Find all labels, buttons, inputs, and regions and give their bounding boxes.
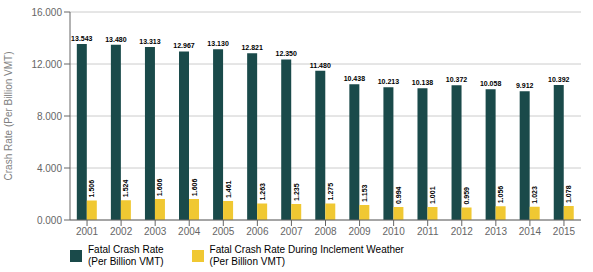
svg-text:2002: 2002: [110, 226, 133, 237]
svg-text:2008: 2008: [314, 226, 337, 237]
svg-text:13.480: 13.480: [105, 36, 127, 43]
svg-text:10.372: 10.372: [446, 76, 468, 83]
svg-text:12.000: 12.000: [31, 59, 62, 70]
svg-text:8.000: 8.000: [37, 111, 62, 122]
svg-text:2015: 2015: [553, 226, 576, 237]
svg-text:4.000: 4.000: [37, 163, 62, 174]
svg-text:1.056: 1.056: [497, 186, 504, 204]
svg-text:12.350: 12.350: [276, 50, 298, 57]
svg-text:1.263: 1.263: [259, 183, 266, 201]
svg-text:13.543: 13.543: [71, 35, 93, 42]
svg-text:10.213: 10.213: [378, 78, 400, 85]
html-text:Fatal Crash Rate (Per Billion: Fatal Crash Rate (Per Billion VMT): [88, 244, 164, 267]
svg-text:1.606: 1.606: [191, 178, 198, 196]
svg-text:13.313: 13.313: [139, 38, 161, 45]
svg-text:2013: 2013: [485, 226, 508, 237]
svg-text:2011: 2011: [417, 226, 439, 237]
svg-text:1.001: 1.001: [429, 186, 436, 204]
svg-text:13.130: 13.130: [207, 40, 229, 47]
svg-text:2006: 2006: [246, 226, 269, 237]
svg-text:Crash Rate (Per Billion VMT): Crash Rate (Per Billion VMT): [8, 52, 14, 181]
svg-text:1.153: 1.153: [361, 184, 368, 202]
svg-text:9.912: 9.912: [516, 82, 534, 89]
svg-text:1.023: 1.023: [531, 186, 538, 204]
svg-text:11.480: 11.480: [310, 62, 331, 69]
svg-text:0.959: 0.959: [463, 187, 470, 205]
html-text:Fatal Crash Rate During Inclem: Fatal Crash Rate During Inclement Weathe…: [209, 244, 404, 267]
svg-text:1.461: 1.461: [225, 180, 232, 198]
svg-text:1.524: 1.524: [122, 180, 129, 198]
svg-text:1.078: 1.078: [565, 185, 572, 203]
svg-text:2003: 2003: [144, 226, 167, 237]
svg-text:2004: 2004: [178, 226, 201, 237]
svg-text:2005: 2005: [212, 226, 235, 237]
svg-text:2007: 2007: [280, 226, 303, 237]
svg-text:2012: 2012: [451, 226, 474, 237]
svg-text:0.994: 0.994: [395, 186, 402, 204]
svg-text:2014: 2014: [519, 226, 542, 237]
svg-text:1.275: 1.275: [327, 183, 334, 201]
svg-text:10.392: 10.392: [548, 76, 570, 83]
svg-text:1.235: 1.235: [293, 183, 300, 201]
svg-text:2009: 2009: [348, 226, 371, 237]
svg-text:12.967: 12.967: [173, 42, 195, 49]
svg-text:12.821: 12.821: [241, 44, 263, 51]
svg-text:10.138: 10.138: [412, 79, 434, 86]
svg-text:2010: 2010: [383, 226, 406, 237]
svg-text:10.438: 10.438: [344, 75, 366, 82]
svg-text:16.000: 16.000: [31, 7, 62, 18]
svg-text:1.506: 1.506: [88, 180, 95, 198]
svg-text:10.058: 10.058: [480, 80, 502, 87]
svg-text:2001: 2001: [76, 226, 99, 237]
svg-text:1.606: 1.606: [156, 178, 163, 196]
svg-text:0.000: 0.000: [37, 215, 62, 226]
